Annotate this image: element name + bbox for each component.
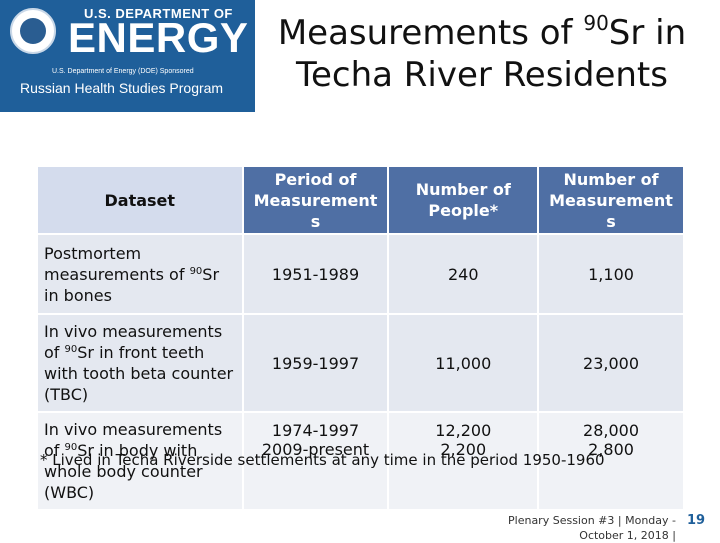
title-part1: Measurements of	[277, 13, 584, 53]
row-measurements-2: 2,800	[588, 440, 634, 459]
footnote: * Lived in Techa Riverside settlements a…	[40, 451, 605, 469]
row-period: 1959-1997	[243, 315, 388, 411]
doe-seal-icon	[10, 8, 56, 54]
row-measurements: 28,000 2,800	[539, 413, 683, 509]
measurements-table: Dataset Period of Measurement s Number o…	[36, 165, 685, 511]
row-people: 240	[389, 235, 538, 313]
logo-sponsored-text: U.S. Department of Energy (DOE) Sponsore…	[52, 68, 194, 75]
header-measurements: Number of Measurement s	[539, 167, 683, 233]
table-header-row: Dataset Period of Measurement s Number o…	[38, 167, 683, 233]
row-period: 1974-1997 2009-present	[243, 413, 388, 509]
row-period: 1951-1989	[243, 235, 388, 313]
row-people: 12,200 2,200	[389, 413, 538, 509]
row-period-1: 1974-1997	[271, 421, 360, 440]
row-label: In vivo measurements of 90Sr in body wit…	[38, 413, 242, 509]
logo-dept-text: U.S. DEPARTMENT OF	[84, 6, 233, 21]
table-row: Postmortem measurements of 90Sr in bones…	[38, 235, 683, 313]
row-measurements: 1,100	[539, 235, 683, 313]
row-measurements-1: 28,000	[583, 421, 640, 440]
logo-energy-text: ENERGY	[68, 14, 249, 61]
footer: Plenary Session #3 | Monday - October 1,…	[508, 513, 676, 543]
page-number: 19	[687, 513, 706, 528]
footer-line1: Plenary Session #3 | Monday -	[508, 514, 676, 527]
row-people-1: 12,200	[435, 421, 492, 440]
row-people: 11,000	[389, 315, 538, 411]
row-label: In vivo measurements of 90Sr in front te…	[38, 315, 242, 411]
table-row: In vivo measurements of 90Sr in front te…	[38, 315, 683, 411]
row-people-2: 2,200	[440, 440, 487, 459]
slide-title: Measurements of 90Sr in Techa River Resi…	[262, 12, 702, 96]
header-period: Period of Measurement s	[243, 167, 388, 233]
title-part2: Sr in	[608, 13, 687, 53]
logo-program-text: Russian Health Studies Program	[20, 80, 224, 96]
header-dataset: Dataset	[38, 167, 242, 233]
doe-logo: U.S. DEPARTMENT OF ENERGY U.S. Departmen…	[0, 0, 255, 112]
header-people: Number of People*	[389, 167, 538, 233]
title-line2: Techa River Residents	[296, 55, 668, 95]
table-row: In vivo measurements of 90Sr in body wit…	[38, 413, 683, 509]
title-superscript: 90	[583, 11, 609, 35]
row-measurements: 23,000	[539, 315, 683, 411]
row-label: Postmortem measurements of 90Sr in bones	[38, 235, 242, 313]
row-period-2: 2009-present	[261, 440, 370, 459]
footer-line2: October 1, 2018 |	[579, 529, 676, 542]
